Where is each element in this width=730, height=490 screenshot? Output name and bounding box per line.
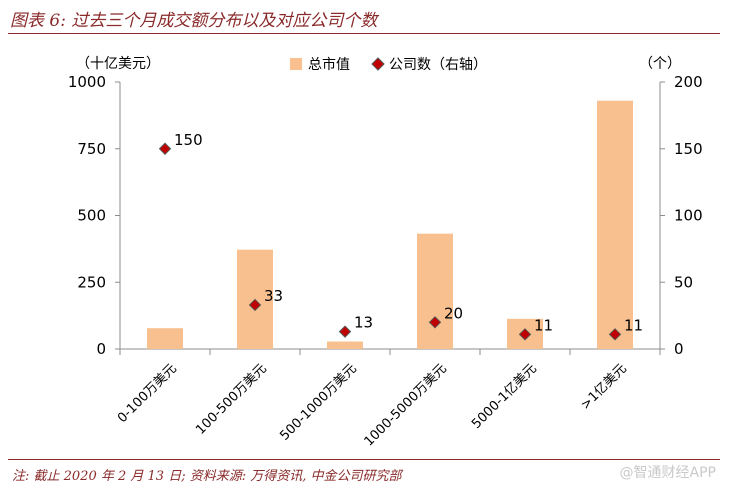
x-tick-label: 500-1000万美元 (277, 361, 359, 443)
y-tick-label: 250 (77, 273, 106, 291)
bar (147, 328, 183, 349)
source-note: 注: 截止 2020 年 2 月 13 日; 资料来源: 万得资讯, 中金公司研… (12, 469, 402, 484)
scatter-point (428, 316, 442, 329)
scatter-point (518, 328, 532, 341)
data-label: 150 (174, 131, 203, 149)
legend: 总市值 公司数（右轴） (290, 56, 487, 73)
y2-tick-label: 100 (674, 207, 703, 225)
data-label: 11 (534, 316, 553, 334)
scatter-point (248, 298, 262, 312)
legend-bar-swatch (290, 58, 302, 70)
y-axis-unit-label: （十亿美元） (76, 56, 160, 72)
y2-tick-label: 150 (674, 140, 703, 158)
bar (597, 100, 633, 349)
data-label: 11 (624, 316, 643, 334)
figure-title: 图表 6: 过去三个月成交额分布以及对应公司个数 (10, 11, 378, 31)
bar (417, 233, 453, 349)
y-tick-label: 1000 (68, 73, 106, 91)
x-tick-label: 5000-1亿美元 (469, 361, 540, 432)
legend-bar-label: 总市值 (308, 56, 350, 73)
scatter-point (338, 325, 352, 338)
chart-canvas: （十亿美元） （个） 总市值 公司数（右轴） 0 250 500 750 1000 0 50… (68, 56, 703, 450)
legend-diamond-marker (371, 57, 385, 71)
watermark: @智通财经APP (619, 465, 716, 481)
data-label: 13 (354, 314, 373, 332)
y2-tick-label: 200 (674, 73, 703, 91)
x-tick-label: 0-100万美元 (115, 361, 180, 426)
x-tick-label: >1亿美元 (578, 361, 630, 413)
y2-axis-unit-label: （个） (639, 56, 681, 72)
y2-tick-label: 50 (674, 273, 693, 291)
scatter-point (158, 142, 172, 155)
bar (327, 341, 363, 349)
data-label: 20 (444, 304, 463, 322)
y2-tick-label: 0 (674, 340, 684, 358)
y-tick-label: 500 (77, 207, 106, 225)
plot-area: 0 250 500 750 1000 0 50 100 150 200 150 33 13 20 11 11 0… (68, 73, 703, 450)
y-tick-label: 750 (77, 140, 106, 158)
scatter-point (608, 328, 622, 341)
footer-divider (8, 459, 720, 460)
x-tick-label: 1000-5000万美元 (362, 361, 450, 449)
x-tick-label: 100-500万美元 (193, 361, 270, 438)
data-label: 33 (264, 287, 283, 305)
title-divider (8, 33, 720, 34)
y-tick-label: 0 (96, 340, 106, 358)
legend-scatter-label: 公司数（右轴） (389, 57, 487, 73)
